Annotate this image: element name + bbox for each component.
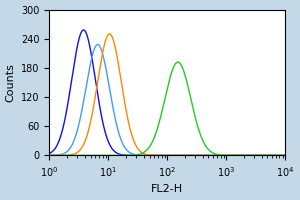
Y-axis label: Counts: Counts: [6, 63, 16, 102]
X-axis label: FL2-H: FL2-H: [151, 184, 183, 194]
